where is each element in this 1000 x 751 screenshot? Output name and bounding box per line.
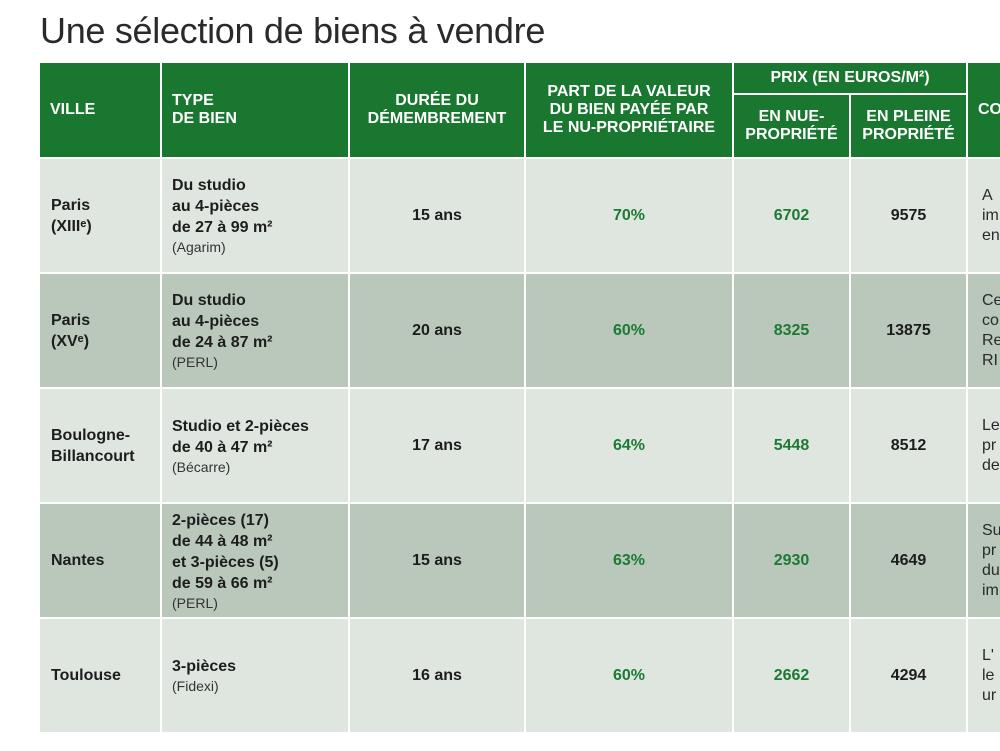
table-row: Toulouse 3-pièces (Fidexi) 16 ans 60% 2662 429… (40, 619, 1000, 734)
source-label: (PERL) (172, 594, 218, 611)
cell-pleine-propriete: 8512 (851, 389, 968, 504)
cell-part: 70% (526, 159, 734, 274)
cell-comment: Le pr de (968, 389, 1000, 504)
cell-pleine-propriete: 13875 (851, 274, 968, 389)
table-header: VILLE TYPE DE BIEN DURÉE DU DÉMEMBREMENT P… (40, 63, 1000, 159)
cell-duree: 20 ans (350, 274, 526, 389)
cell-duree: 16 ans (350, 619, 526, 734)
cell-duree: 15 ans (350, 504, 526, 619)
header-part: PART DE LA VALEUR DU BIEN PAYÉE PAR LE NU-… (526, 63, 734, 159)
source-label: (Agarim) (172, 239, 226, 255)
cell-nue-propriete: 2662 (734, 619, 851, 734)
cell-pleine-propriete: 4649 (851, 504, 968, 619)
cell-ville: Paris (XIIIᵉ) (40, 159, 162, 274)
table-body: Paris (XIIIᵉ) Du studio au 4-pièces de 27 à … (40, 159, 1000, 734)
cell-nue-propriete: 5448 (734, 389, 851, 504)
cell-part: 60% (526, 619, 734, 734)
cell-comment: L' le ur (968, 619, 1000, 734)
table-row: Boulogne- Billancourt Studio et 2-pièces de… (40, 389, 1000, 504)
header-prix: PRIX (EN EUROS/M²) (734, 63, 968, 95)
cell-nue-propriete: 2930 (734, 504, 851, 619)
table-row: Paris (XIIIᵉ) Du studio au 4-pièces de 27 à … (40, 159, 1000, 274)
table-row: Nantes 2-pièces (17) de 44 à 48 m² et 3-piè… (40, 504, 1000, 619)
cell-ville: Boulogne- Billancourt (40, 389, 162, 504)
cell-duree: 17 ans (350, 389, 526, 504)
source-label: (PERL) (172, 354, 218, 370)
cell-part: 60% (526, 274, 734, 389)
cell-comment: Su pr du im (968, 504, 1000, 619)
page-title: Une sélection de biens à vendre (40, 10, 546, 51)
cell-type: Du studio au 4-pièces de 27 à 99 m² (Agarim… (162, 159, 350, 274)
cell-comment: CecoReRI (968, 274, 1000, 389)
header-pleine-propriete: EN PLEINE PROPRIÉTÉ (851, 95, 968, 159)
cell-nue-propriete: 6702 (734, 159, 851, 274)
header-ville: VILLE (40, 63, 162, 159)
cell-type: Du studio au 4-pièces de 24 à 87 m² (PERL) (162, 274, 350, 389)
table-row: Paris (XVᵉ) Du studio au 4-pièces de 24 à 87… (40, 274, 1000, 389)
header-comment: CO (968, 63, 1000, 159)
source-label: (Fidexi) (172, 678, 219, 694)
cell-type: 3-pièces (Fidexi) (162, 619, 350, 734)
cell-type: 2-pièces (17) de 44 à 48 m² et 3-pièces (5… (162, 504, 350, 619)
header-type: TYPE DE BIEN (162, 63, 350, 159)
source-label: (Bécarre) (172, 458, 231, 475)
header-duree: DURÉE DU DÉMEMBREMENT (350, 63, 526, 159)
cell-ville: Paris (XVᵉ) (40, 274, 162, 389)
cell-duree: 15 ans (350, 159, 526, 274)
cell-ville: Nantes (40, 504, 162, 619)
cell-type: Studio et 2-pièces de 40 à 47 m² (Bécarre) (162, 389, 350, 504)
properties-table: VILLE TYPE DE BIEN DURÉE DU DÉMEMBREMENT P… (40, 63, 1000, 734)
cell-pleine-propriete: 4294 (851, 619, 968, 734)
cell-nue-propriete: 8325 (734, 274, 851, 389)
cell-pleine-propriete: 9575 (851, 159, 968, 274)
cell-part: 63% (526, 504, 734, 619)
header-nue-propriete: EN NUE- PROPRIÉTÉ (734, 95, 851, 159)
cell-ville: Toulouse (40, 619, 162, 734)
cell-part: 64% (526, 389, 734, 504)
